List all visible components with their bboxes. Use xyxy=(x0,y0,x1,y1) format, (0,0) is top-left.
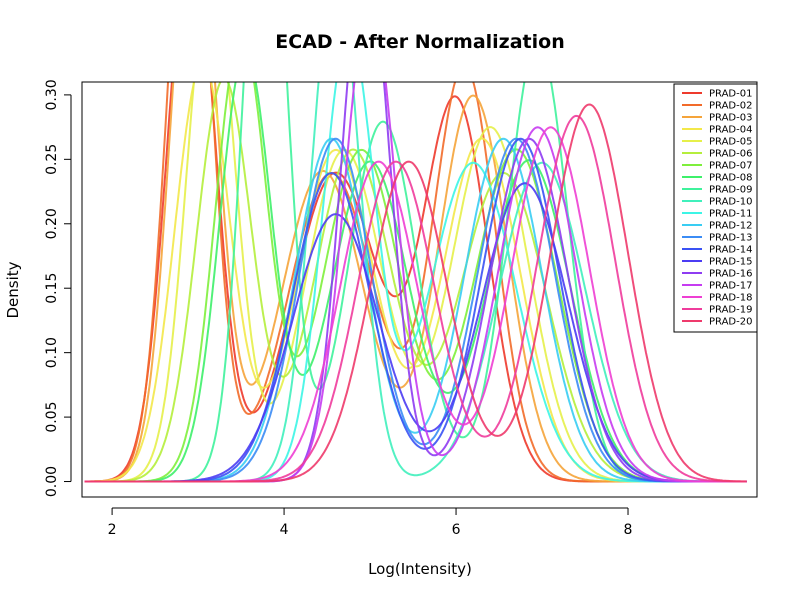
y-axis: 0.00 0.05 0.10 0.15 0.20 0.25 0.30 xyxy=(44,79,72,497)
legend-label-prad-12: PRAD-12 xyxy=(709,221,752,232)
chart-title: ECAD - After Normalization xyxy=(275,31,564,53)
legend-label-prad-18: PRAD-18 xyxy=(709,293,752,304)
series-line-prad-05 xyxy=(84,82,747,483)
series-line-prad-03 xyxy=(84,82,747,483)
legend-label-prad-03: PRAD-03 xyxy=(709,113,752,124)
legend-label-prad-20: PRAD-20 xyxy=(709,317,752,328)
legend: PRAD-01PRAD-02PRAD-03PRAD-04PRAD-05PRAD-… xyxy=(673,83,758,333)
series-line-prad-02 xyxy=(84,82,747,483)
y-tick-label: 0.05 xyxy=(44,402,60,433)
series-lines xyxy=(84,82,747,483)
y-tick-label: 0.20 xyxy=(44,208,60,239)
legend-label-prad-02: PRAD-02 xyxy=(709,101,752,112)
legend-label-prad-01: PRAD-01 xyxy=(709,89,752,100)
y-tick-label: 0.25 xyxy=(44,144,60,175)
legend-label-prad-04: PRAD-04 xyxy=(709,125,752,136)
y-tick-label: 0.00 xyxy=(44,466,60,497)
legend-label-prad-09: PRAD-09 xyxy=(709,185,752,196)
series-line-prad-20 xyxy=(84,103,747,483)
legend-label-prad-19: PRAD-19 xyxy=(709,305,752,316)
series-line-prad-01 xyxy=(84,82,747,483)
legend-label-prad-08: PRAD-08 xyxy=(709,173,752,184)
x-axis: 2 4 6 8 xyxy=(108,507,633,538)
legend-label-prad-15: PRAD-15 xyxy=(709,257,752,268)
legend-label-prad-11: PRAD-11 xyxy=(709,209,752,220)
legend-label-prad-10: PRAD-10 xyxy=(709,197,752,208)
x-tick-label: 8 xyxy=(624,522,633,538)
series-line-prad-16 xyxy=(84,82,747,483)
legend-label-prad-17: PRAD-17 xyxy=(709,281,752,292)
x-tick-label: 2 xyxy=(108,522,117,538)
legend-label-prad-06: PRAD-06 xyxy=(709,149,752,160)
legend-box xyxy=(673,83,758,333)
series-line-prad-09 xyxy=(84,82,747,483)
y-tick-label: 0.30 xyxy=(44,79,60,110)
series-line-prad-18 xyxy=(84,126,747,483)
series-line-prad-10 xyxy=(84,82,747,483)
y-tick-label: 0.10 xyxy=(44,337,60,368)
series-line-prad-19 xyxy=(84,114,747,483)
x-tick-label: 4 xyxy=(280,522,289,538)
legend-label-prad-05: PRAD-05 xyxy=(709,137,752,148)
legend-label-prad-16: PRAD-16 xyxy=(709,269,752,280)
y-tick-label: 0.15 xyxy=(44,273,60,304)
legend-label-prad-13: PRAD-13 xyxy=(709,233,752,244)
legend-label-prad-07: PRAD-07 xyxy=(709,161,752,172)
y-axis-label: Density xyxy=(4,261,22,318)
x-axis-label: Log(Intensity) xyxy=(368,560,472,578)
x-tick-label: 6 xyxy=(452,522,461,538)
legend-label-prad-14: PRAD-14 xyxy=(709,245,752,256)
series-line-prad-15 xyxy=(84,182,747,483)
